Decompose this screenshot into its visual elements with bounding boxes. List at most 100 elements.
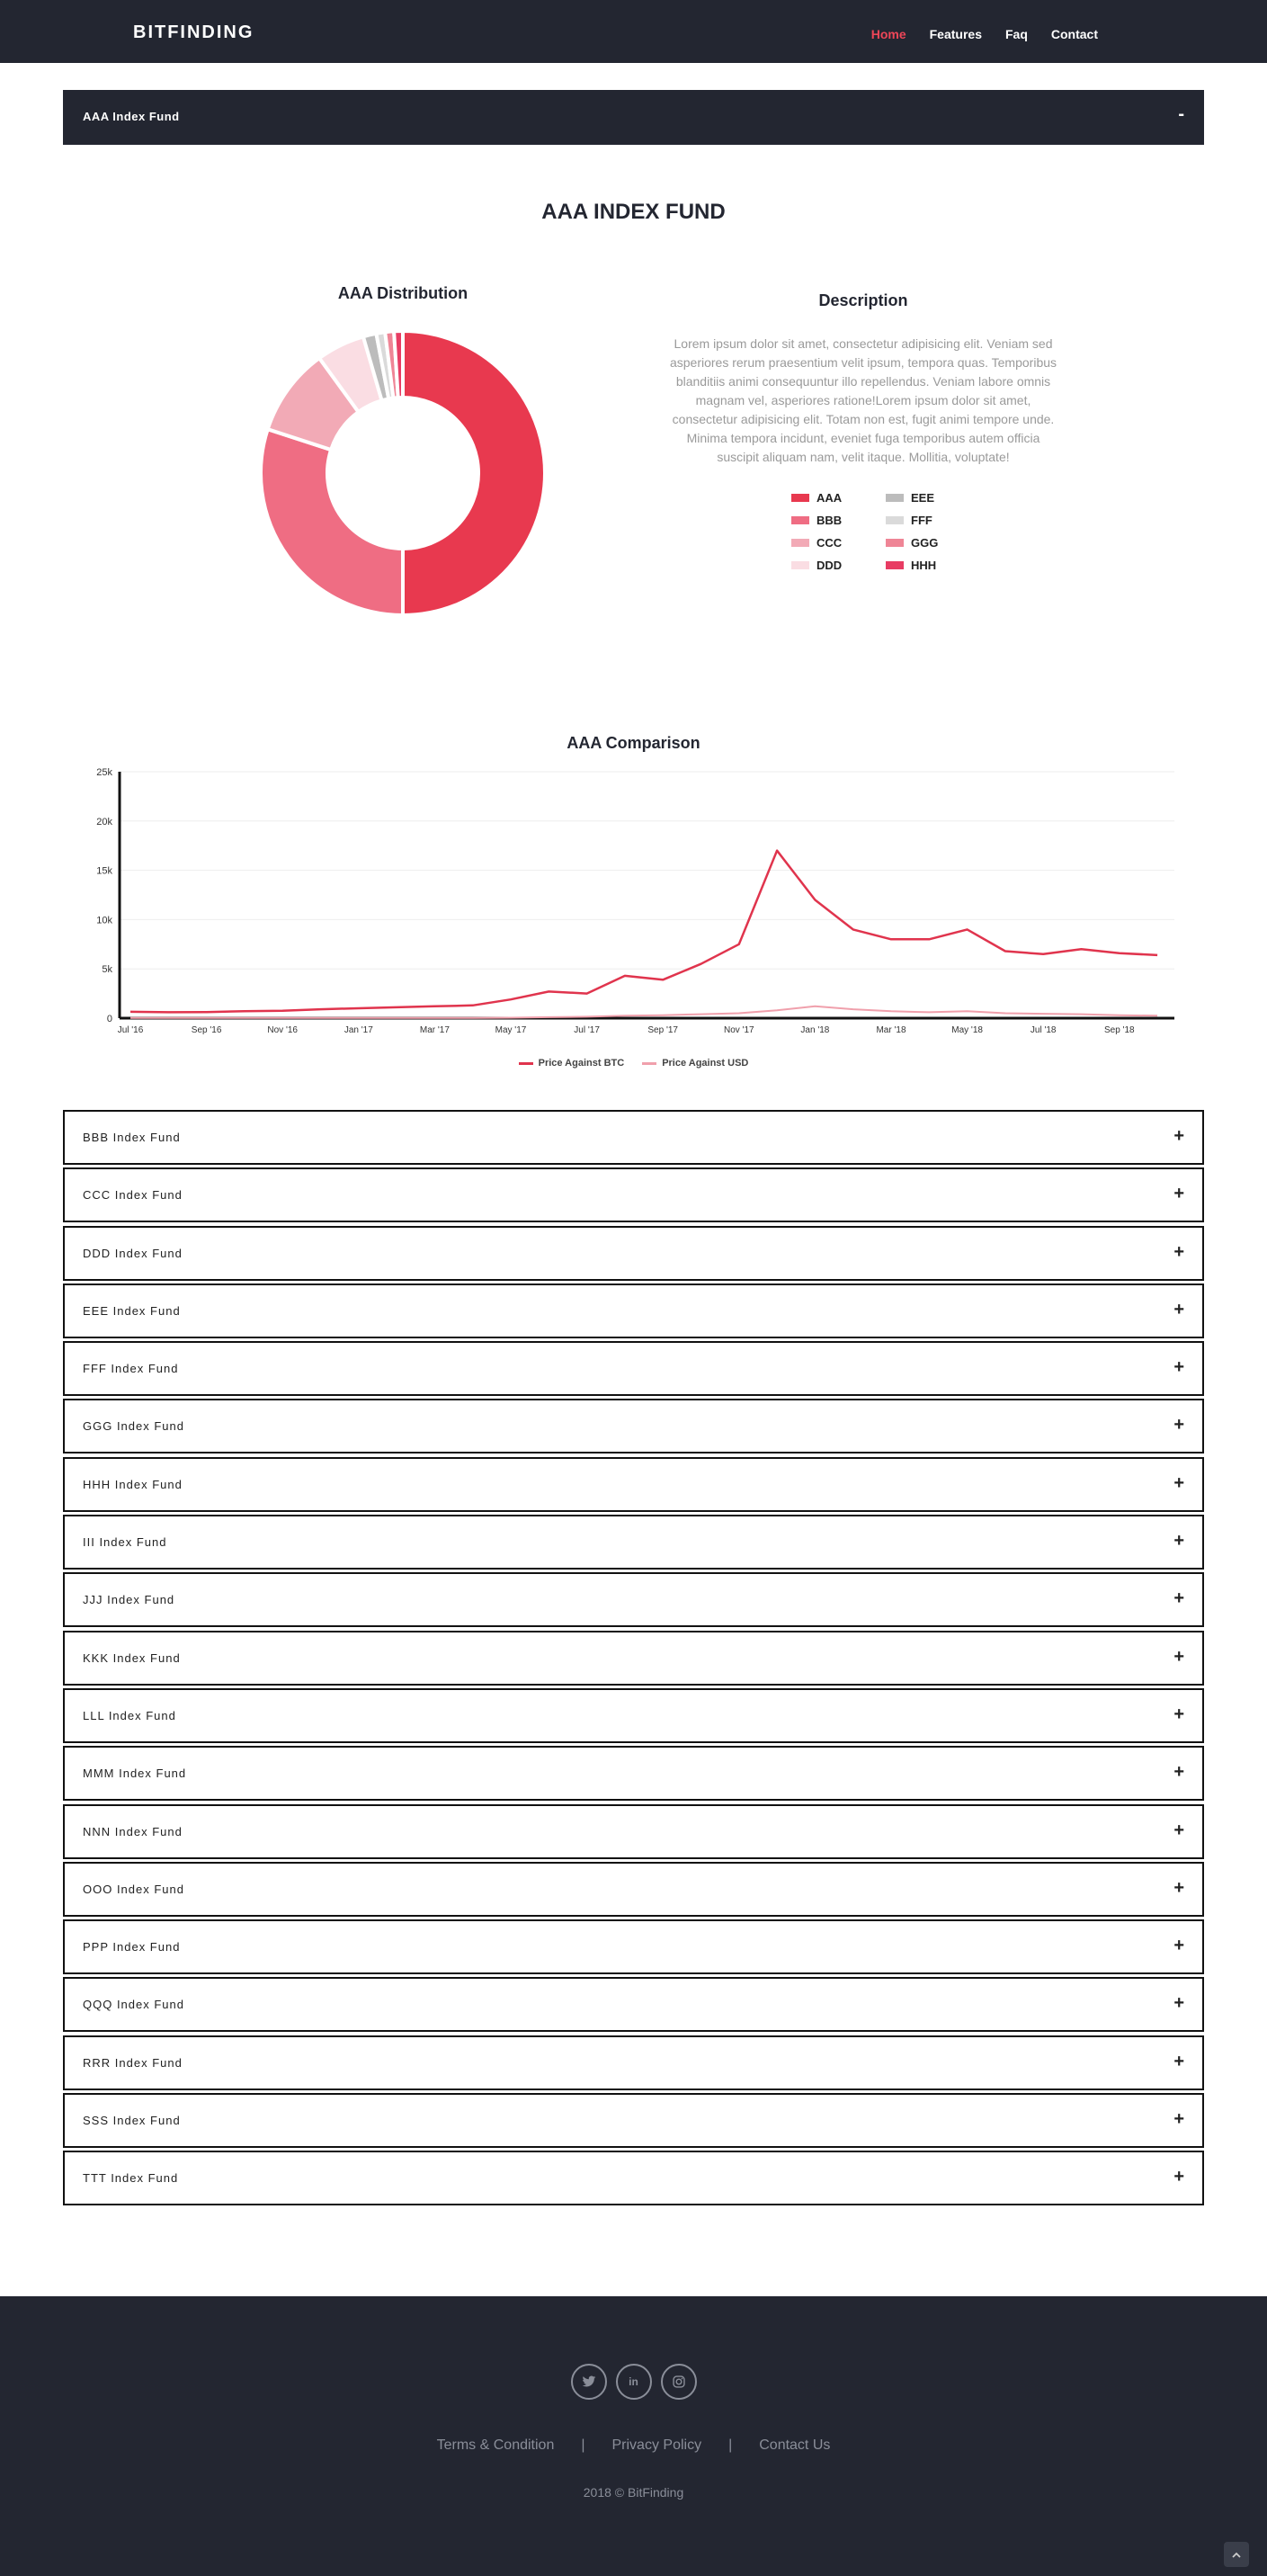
privacy-link[interactable]: Privacy Policy bbox=[611, 2437, 702, 2453]
accordion-header-aaa[interactable]: AAA Index Fund - bbox=[63, 90, 1204, 145]
legend-swatch bbox=[886, 538, 904, 547]
accordion-item[interactable]: SSS Index Fund + bbox=[63, 2093, 1204, 2149]
expand-toggle-icon[interactable]: + bbox=[1173, 2167, 1184, 2187]
nav-links: Home Features Faq Contact bbox=[871, 27, 1098, 41]
navbar: BITFINDING Home Features Faq Contact bbox=[0, 0, 1267, 63]
legend-swatch bbox=[886, 515, 904, 524]
legend-label: FFF bbox=[911, 513, 932, 527]
pie-slice-aaa[interactable] bbox=[401, 329, 547, 617]
pie-slice-bbb[interactable] bbox=[259, 426, 405, 617]
line-legend-item[interactable]: Price Against BTC bbox=[518, 1058, 624, 1069]
expand-toggle-icon[interactable]: + bbox=[1173, 1184, 1184, 1204]
accordion-item[interactable]: QQQ Index Fund + bbox=[63, 1977, 1204, 2033]
accordion-item[interactable]: FFF Index Fund + bbox=[63, 1341, 1204, 1397]
accordion-item[interactable]: BBB Index Fund + bbox=[63, 1110, 1204, 1165]
legend-label: GGG bbox=[911, 535, 939, 550]
legend-item-fff[interactable]: FFF bbox=[886, 512, 980, 528]
legend-item-ddd[interactable]: DDD bbox=[791, 557, 886, 573]
comparison-chart-title: AAA Comparison bbox=[567, 734, 700, 752]
accordion-item[interactable]: OOO Index Fund + bbox=[63, 1861, 1204, 1917]
x-tick-label: Nov '16 bbox=[267, 1025, 298, 1035]
legend-item-aaa[interactable]: AAA bbox=[791, 489, 886, 505]
accordion-item[interactable]: EEE Index Fund + bbox=[63, 1283, 1204, 1338]
nav-features-link[interactable]: Features bbox=[929, 27, 982, 41]
nav-contact-link[interactable]: Contact bbox=[1050, 27, 1098, 41]
legend-item-bbb[interactable]: BBB bbox=[791, 512, 886, 528]
expand-toggle-icon[interactable]: + bbox=[1173, 1126, 1184, 1146]
accordion-item[interactable]: CCC Index Fund + bbox=[63, 1167, 1204, 1223]
accordion-item[interactable]: HHH Index Fund + bbox=[63, 1456, 1204, 1512]
legend-item-ggg[interactable]: GGG bbox=[886, 534, 980, 550]
series-line-btc[interactable] bbox=[129, 849, 1158, 1014]
x-tick-label: May '18 bbox=[951, 1025, 983, 1035]
expand-toggle-icon[interactable]: + bbox=[1173, 2109, 1184, 2130]
nav-faq-link[interactable]: Faq bbox=[1004, 27, 1028, 41]
accordion-label: NNN Index Fund bbox=[83, 1824, 183, 1838]
accordion-item[interactable]: NNN Index Fund + bbox=[63, 1803, 1204, 1859]
accordion-label: GGG Index Fund bbox=[83, 1419, 184, 1434]
x-tick-label: Sep '18 bbox=[1104, 1025, 1135, 1035]
expand-toggle-icon[interactable]: + bbox=[1173, 1531, 1184, 1552]
nav-home-link[interactable]: Home bbox=[870, 27, 906, 41]
expand-toggle-icon[interactable]: + bbox=[1173, 1472, 1184, 1493]
twitter-icon[interactable] bbox=[570, 2364, 607, 2400]
expand-toggle-icon[interactable]: + bbox=[1173, 2051, 1184, 2071]
expand-toggle-icon[interactable]: + bbox=[1173, 1704, 1184, 1724]
expand-toggle-icon[interactable]: + bbox=[1173, 1936, 1184, 1956]
terms-link[interactable]: Terms & Condition bbox=[436, 2437, 555, 2453]
accordion-label: JJJ Index Fund bbox=[83, 1593, 175, 1607]
instagram-icon[interactable] bbox=[660, 2364, 697, 2400]
x-tick-label: Jul '17 bbox=[574, 1025, 600, 1035]
accordion-item[interactable]: JJJ Index Fund + bbox=[63, 1572, 1204, 1628]
expand-toggle-icon[interactable]: + bbox=[1173, 1762, 1184, 1783]
accordion-label: RRR Index Fund bbox=[83, 2055, 183, 2070]
legend-label: BBB bbox=[816, 513, 843, 527]
accordion-label: QQQ Index Fund bbox=[83, 1998, 184, 2012]
accordion-label: MMM Index Fund bbox=[83, 1767, 187, 1781]
accordion-item[interactable]: LLL Index Fund + bbox=[63, 1687, 1204, 1743]
accordion-item[interactable]: III Index Fund + bbox=[63, 1515, 1204, 1570]
brand-logo[interactable]: BITFINDING bbox=[133, 22, 254, 42]
expand-toggle-icon[interactable]: + bbox=[1173, 1241, 1184, 1262]
series-line-usd[interactable] bbox=[130, 1005, 1158, 1019]
footer-separator: | bbox=[728, 2437, 733, 2453]
accordion-item[interactable]: TTT Index Fund + bbox=[63, 2151, 1204, 2206]
y-tick-label: 5k bbox=[102, 964, 112, 975]
accordion-item[interactable]: MMM Index Fund + bbox=[63, 1746, 1204, 1802]
contact-us-link[interactable]: Contact Us bbox=[759, 2437, 831, 2453]
legend-label: CCC bbox=[816, 535, 843, 550]
expand-toggle-icon[interactable]: + bbox=[1173, 1646, 1184, 1667]
accordion-item[interactable]: DDD Index Fund + bbox=[63, 1225, 1204, 1281]
description-title: Description bbox=[818, 291, 908, 309]
accordion-label: PPP Index Fund bbox=[83, 1940, 181, 1954]
y-tick-label: 25k bbox=[96, 767, 112, 778]
x-tick-label: Jul '18 bbox=[1031, 1025, 1057, 1035]
expand-toggle-icon[interactable]: + bbox=[1173, 1588, 1184, 1609]
x-tick-label: Mar '18 bbox=[876, 1025, 906, 1035]
expand-toggle-icon[interactable]: + bbox=[1173, 1877, 1184, 1898]
pie-slice-hhh[interactable] bbox=[391, 329, 405, 400]
distribution-donut-chart bbox=[259, 329, 547, 617]
scroll-to-top-button[interactable] bbox=[1224, 2542, 1249, 2567]
legend-swatch bbox=[791, 560, 809, 569]
expand-toggle-icon[interactable]: + bbox=[1173, 1993, 1184, 2014]
expand-toggle-icon[interactable]: + bbox=[1173, 1357, 1184, 1378]
legend-item-ccc[interactable]: CCC bbox=[791, 534, 886, 550]
fund-accordion-list: BBB Index Fund + CCC Index Fund + DDD Index … bbox=[63, 1110, 1204, 2209]
legend-label: Price Against USD bbox=[662, 1058, 749, 1069]
accordion-item[interactable]: KKK Index Fund + bbox=[63, 1630, 1204, 1686]
line-legend-item[interactable]: Price Against USD bbox=[642, 1058, 748, 1069]
distribution-legend: AAA EEE BBB FFF CCC GGG DDD HHH bbox=[791, 489, 989, 573]
expand-toggle-icon[interactable]: + bbox=[1173, 1299, 1184, 1319]
legend-label: AAA bbox=[816, 490, 843, 505]
expand-toggle-icon[interactable]: + bbox=[1173, 1820, 1184, 1840]
linkedin-icon[interactable]: in bbox=[615, 2364, 652, 2400]
accordion-item[interactable]: PPP Index Fund + bbox=[63, 1919, 1204, 1975]
collapse-toggle-icon[interactable]: - bbox=[1178, 104, 1184, 124]
accordion-item[interactable]: RRR Index Fund + bbox=[63, 2035, 1204, 2090]
accordion-label: LLL Index Fund bbox=[83, 1708, 176, 1722]
accordion-item[interactable]: GGG Index Fund + bbox=[63, 1399, 1204, 1454]
legend-item-eee[interactable]: EEE bbox=[886, 489, 980, 505]
expand-toggle-icon[interactable]: + bbox=[1173, 1415, 1184, 1436]
legend-item-hhh[interactable]: HHH bbox=[886, 557, 980, 573]
